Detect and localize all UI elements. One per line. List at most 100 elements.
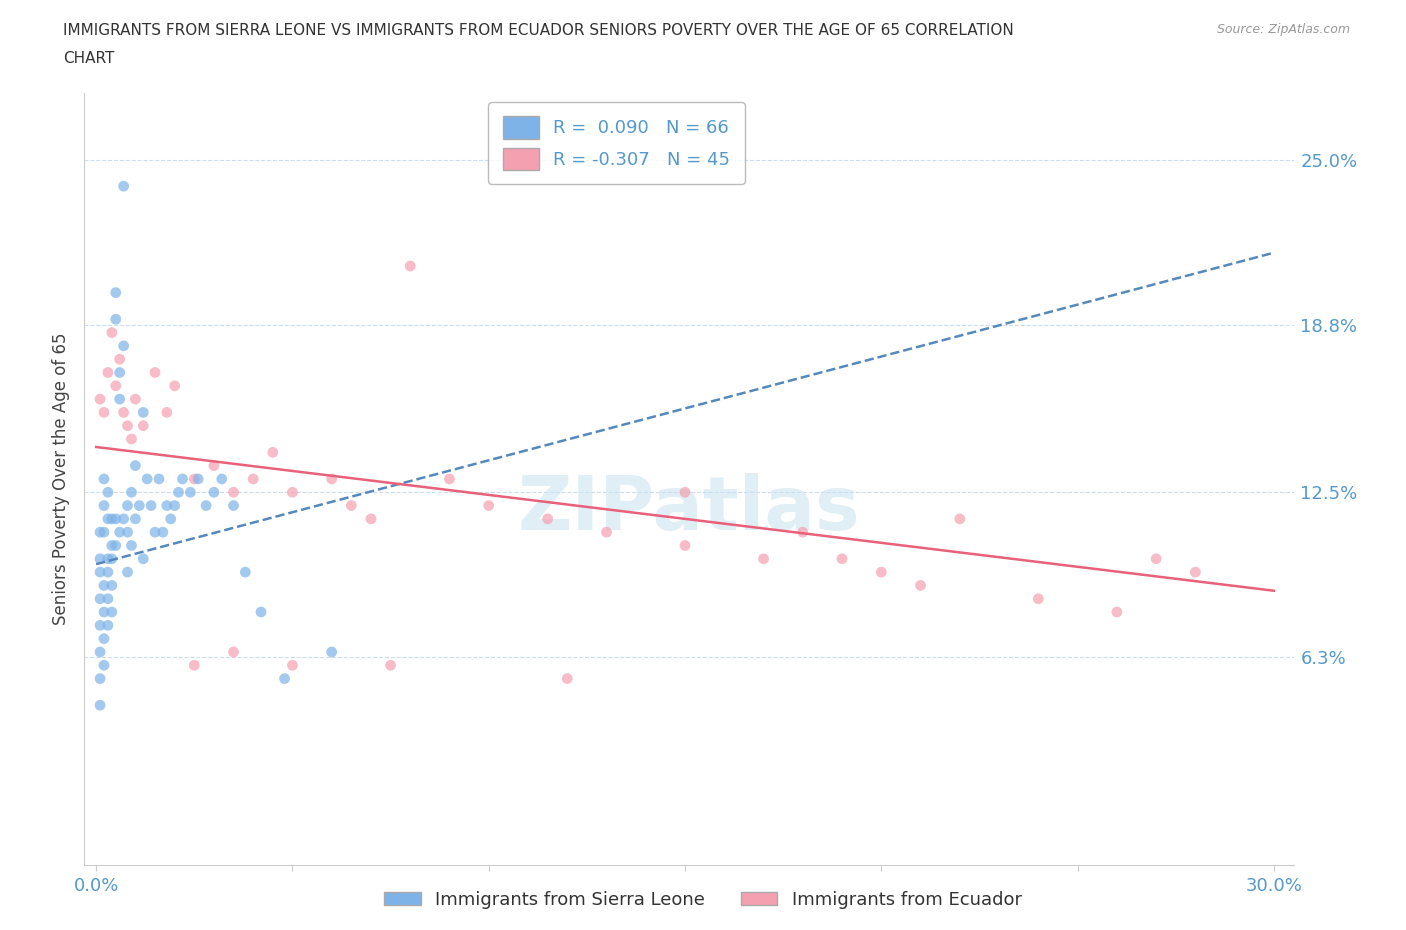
Point [89,644,111,659]
Point [163,379,186,393]
Point [89,618,111,632]
Point [112,339,135,353]
Point [222,485,245,499]
Point [101,578,124,592]
Point [673,538,696,553]
Point [89,591,111,606]
Point [360,512,382,526]
Point [117,418,139,433]
Point [117,498,139,513]
Point [172,472,194,486]
Point [281,658,304,672]
Point [108,525,131,539]
Point [93,604,115,619]
Point [1144,551,1167,566]
Point [104,538,127,553]
Point [536,512,558,526]
Point [97,565,120,579]
Point [124,458,146,473]
Point [673,485,696,499]
Point [156,498,179,513]
Point [156,405,179,419]
Point [104,312,127,326]
Point [399,259,422,273]
Point [101,538,124,553]
Point [117,565,139,579]
Point [183,472,205,486]
Point [439,472,461,486]
Point [124,392,146,406]
Point [97,551,120,566]
Point [222,644,245,659]
Point [233,565,256,579]
Point [132,418,155,433]
Point [222,498,245,513]
Point [831,551,853,566]
Point [949,512,972,526]
Point [101,604,124,619]
Point [101,326,124,340]
Point [89,392,111,406]
Point [143,525,166,539]
Point [595,525,617,539]
Point [108,392,131,406]
Point [93,472,115,486]
Text: IMMIGRANTS FROM SIERRA LEONE VS IMMIGRANTS FROM ECUADOR SENIORS POVERTY OVER THE: IMMIGRANTS FROM SIERRA LEONE VS IMMIGRAN… [63,23,1014,38]
Point [152,525,174,539]
Point [89,551,111,566]
Point [124,512,146,526]
Point [321,472,343,486]
Point [202,458,225,473]
Point [555,671,578,686]
Text: ZIPatlas: ZIPatlas [517,473,860,546]
Point [112,512,135,526]
Point [195,498,218,513]
Point [321,644,343,659]
Point [112,405,135,419]
Point [97,485,120,499]
Point [183,658,205,672]
Point [159,512,181,526]
Point [167,485,190,499]
Point [104,286,127,300]
Point [340,498,363,513]
Point [108,365,131,380]
Point [163,498,186,513]
Point [89,565,111,579]
Point [93,405,115,419]
Point [478,498,501,513]
Point [380,658,402,672]
Point [121,538,143,553]
Point [187,472,209,486]
Point [792,525,814,539]
Point [132,551,155,566]
Point [139,498,162,513]
Point [128,498,150,513]
Point [93,658,115,672]
Point [89,698,111,712]
Point [104,379,127,393]
Point [97,618,120,632]
Text: CHART: CHART [63,51,115,66]
Point [108,352,131,366]
Point [97,365,120,380]
Point [112,179,135,193]
Point [752,551,775,566]
Point [117,525,139,539]
Point [148,472,170,486]
Point [121,432,143,446]
Point [242,472,264,486]
Point [1105,604,1128,619]
Legend: R =  0.090   N = 66, R = -0.307   N = 45: R = 0.090 N = 66, R = -0.307 N = 45 [488,102,745,184]
Point [93,498,115,513]
Point [93,578,115,592]
Point [202,485,225,499]
Point [121,485,143,499]
Text: Source: ZipAtlas.com: Source: ZipAtlas.com [1216,23,1350,36]
Point [97,512,120,526]
Point [870,565,893,579]
Point [910,578,932,592]
Legend: Immigrants from Sierra Leone, Immigrants from Ecuador: Immigrants from Sierra Leone, Immigrants… [377,884,1029,916]
Point [211,472,233,486]
Point [89,671,111,686]
